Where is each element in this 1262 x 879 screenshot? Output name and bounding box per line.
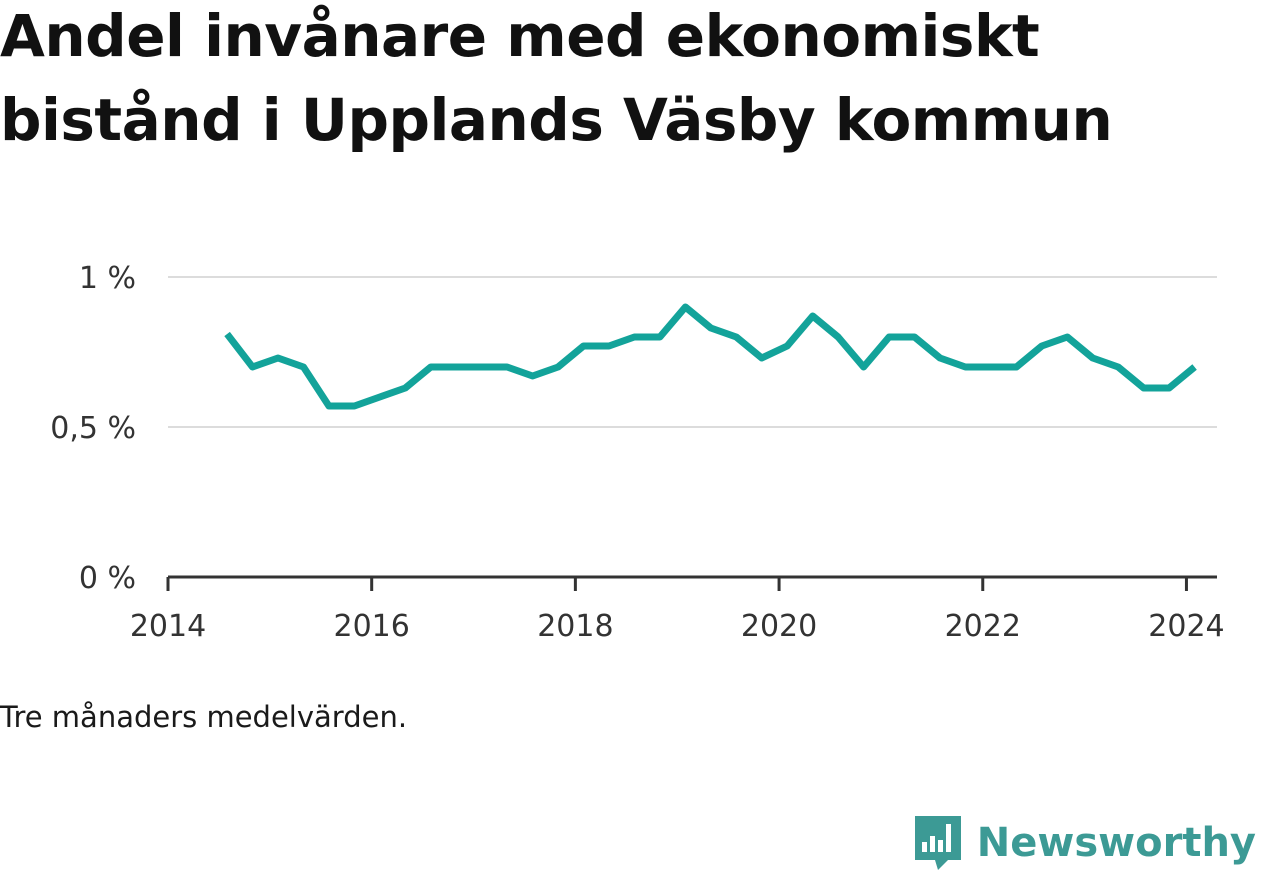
x-tick-label: 2020 <box>741 609 817 644</box>
series-line <box>224 303 1197 410</box>
y-tick-label: 0 % <box>79 561 136 596</box>
x-tick-label: 2014 <box>130 609 206 644</box>
chart-title: Andel invånare med ekonomiskt bistånd i … <box>0 2 1113 154</box>
brand-name: Newsworthy <box>976 820 1256 866</box>
newsworthy-logo: Newsworthy <box>913 813 1256 873</box>
x-tick-label: 2022 <box>945 609 1021 644</box>
x-tick-label: 2018 <box>537 609 613 644</box>
x-tick-label: 2024 <box>1148 609 1224 644</box>
bar-chart-speech-bubble-icon <box>914 816 961 870</box>
chart-note: Tre månaders medelvärden. <box>0 700 408 734</box>
x-tick-label: 2016 <box>334 609 410 644</box>
y-tick-label: 0,5 % <box>50 411 136 446</box>
y-tick-label: 1 % <box>79 261 136 296</box>
